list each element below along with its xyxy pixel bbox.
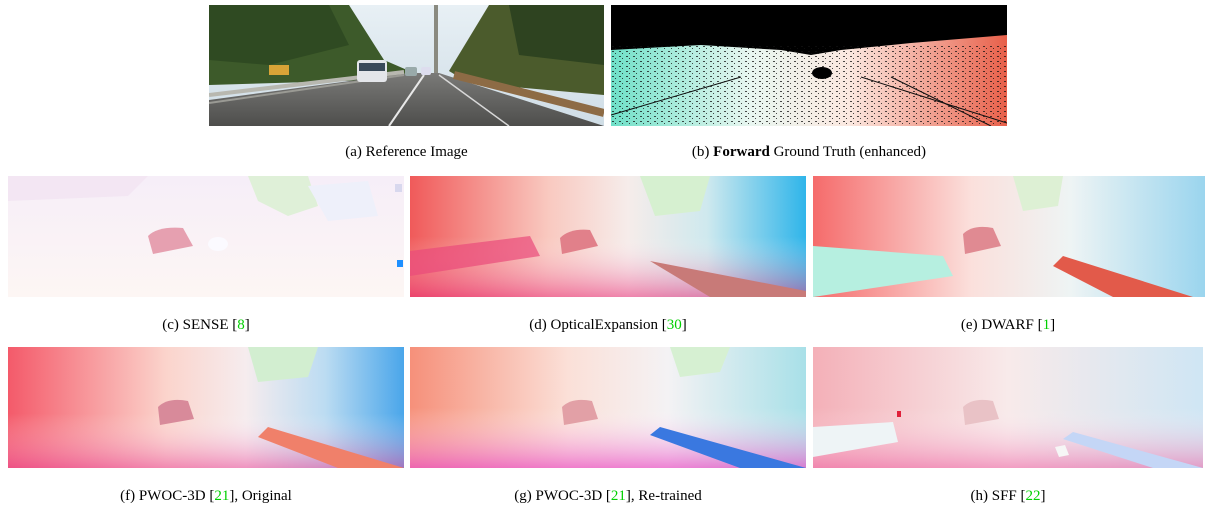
citation-link[interactable]: 1	[1042, 317, 1051, 333]
caption-e-suffix: ]	[1050, 317, 1056, 333]
pwoc3d-retrained-flow	[410, 347, 806, 468]
caption-c-suffix: ]	[244, 317, 250, 333]
caption-b-rest: Ground Truth (enhanced)	[769, 144, 927, 160]
citation-link[interactable]: 22	[1025, 488, 1041, 504]
citation-link[interactable]: 8	[237, 317, 245, 333]
caption-a: (a) Reference Image	[209, 143, 604, 161]
caption-h: (h) SFF [22]	[813, 487, 1203, 505]
caption-d: (d) OpticalExpansion [30]	[410, 316, 806, 334]
caption-e-prefix: (e) DWARF [	[960, 317, 1043, 333]
caption-b: (b) Forward Ground Truth (enhanced)	[611, 143, 1007, 161]
dwarf-flow	[813, 176, 1205, 297]
caption-b-prefix: (b)	[691, 144, 714, 160]
caption-e: (e) DWARF [1]	[813, 316, 1203, 334]
optical-expansion-flow	[410, 176, 806, 297]
sense-flow	[8, 176, 404, 297]
caption-g-suffix: ], Re-trained	[625, 488, 702, 504]
caption-f-prefix: (f) PWOC-3D [	[120, 488, 215, 504]
caption-b-bold: Forward	[713, 144, 770, 160]
citation-link[interactable]: 21	[214, 488, 230, 504]
pwoc3d-original-flow	[8, 347, 404, 468]
caption-d-prefix: (d) OpticalExpansion [	[529, 317, 667, 333]
caption-g-prefix: (g) PWOC-3D [	[514, 488, 611, 504]
caption-h-suffix: ]	[1040, 488, 1046, 504]
caption-d-suffix: ]	[681, 317, 687, 333]
caption-a-text: (a) Reference Image	[345, 144, 468, 160]
caption-g: (g) PWOC-3D [21], Re-trained	[410, 487, 806, 505]
caption-h-prefix: (h) SFF [	[970, 488, 1026, 504]
reference-image	[209, 5, 604, 126]
caption-f: (f) PWOC-3D [21], Original	[8, 487, 404, 505]
citation-link[interactable]: 21	[610, 488, 626, 504]
sff-flow	[813, 347, 1203, 468]
ground-truth-flow	[611, 5, 1007, 126]
caption-c: (c) SENSE [8]	[8, 316, 404, 334]
caption-c-prefix: (c) SENSE [	[162, 317, 238, 333]
citation-link[interactable]: 30	[666, 317, 682, 333]
caption-f-suffix: ], Original	[229, 488, 292, 504]
